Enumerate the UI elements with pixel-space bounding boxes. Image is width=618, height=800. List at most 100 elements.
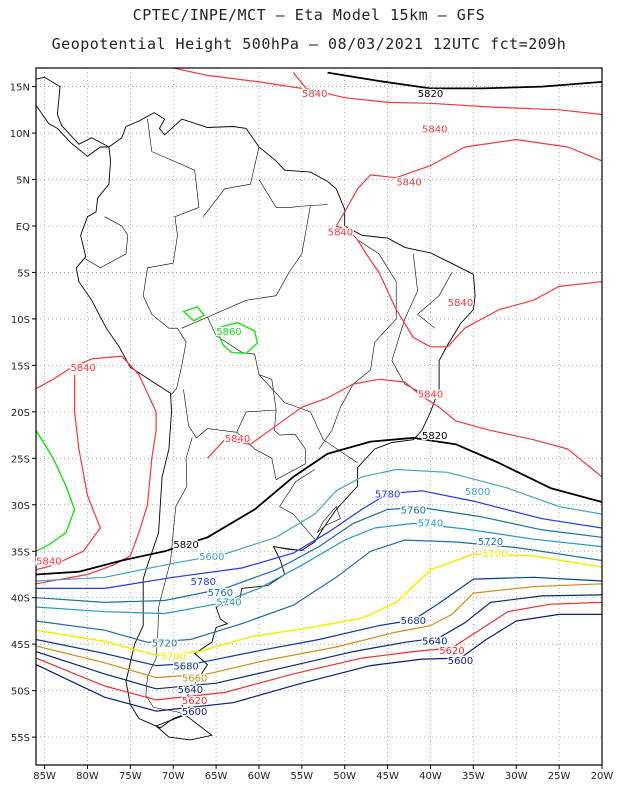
contour-label: 5840 bbox=[396, 177, 421, 188]
country-border bbox=[279, 469, 315, 540]
graticule-grid bbox=[36, 68, 603, 765]
contour-label: 5760 bbox=[208, 588, 233, 599]
lon-tick-label: 75W bbox=[119, 771, 142, 782]
contour-line-5800 bbox=[36, 468, 602, 582]
country-border bbox=[271, 409, 306, 481]
contour-label: 5840 bbox=[302, 89, 327, 100]
contour-label: 5600 bbox=[448, 656, 473, 667]
lat-tick-label: 10N bbox=[10, 129, 30, 140]
country-border bbox=[147, 119, 200, 264]
country-border bbox=[142, 262, 187, 397]
lat-tick-label: 55S bbox=[11, 733, 30, 744]
contour-label: 5840 bbox=[418, 389, 443, 400]
contour-label: 5860 bbox=[216, 327, 241, 338]
country-border bbox=[318, 239, 397, 450]
contour-label: 5800 bbox=[465, 487, 490, 498]
tierra-del-fuego-outline bbox=[155, 714, 213, 741]
contour-label: 5840 bbox=[70, 363, 95, 374]
central-america-outline bbox=[36, 76, 110, 157]
lon-tick-label: 45W bbox=[376, 771, 399, 782]
lat-tick-label: 5S bbox=[17, 268, 30, 279]
contour-label: 5720 bbox=[152, 638, 177, 649]
lon-tick-label: 35W bbox=[462, 771, 485, 782]
lat-tick-label: 15N bbox=[10, 83, 30, 94]
contour-line-5840 bbox=[36, 355, 157, 585]
lat-tick-label: 20S bbox=[11, 408, 30, 419]
contour-label: 5700 bbox=[160, 651, 185, 662]
country-border bbox=[391, 253, 423, 394]
lat-tick-label: 45S bbox=[11, 640, 30, 651]
contour-label: 5700 bbox=[482, 549, 507, 560]
contour-line-5840 bbox=[292, 72, 602, 116]
lat-tick-label: 5N bbox=[16, 176, 30, 187]
contour-line-5740 bbox=[36, 522, 602, 615]
country-border bbox=[417, 272, 453, 329]
contour-label: 5760 bbox=[401, 505, 426, 516]
map-subtitle: Geopotential Height 500hPa – 08/03/2021 … bbox=[51, 35, 567, 53]
contour-label: 5820 bbox=[173, 540, 198, 551]
contour-label: 5820 bbox=[418, 89, 443, 100]
map-frame bbox=[35, 67, 603, 766]
country-border bbox=[258, 374, 358, 464]
country-border bbox=[181, 316, 277, 411]
contour-line-5620 bbox=[36, 601, 602, 701]
lon-tick-label: 30W bbox=[505, 771, 528, 782]
contour-line-5840 bbox=[335, 139, 602, 348]
contour-labels: 5840 5820 5840 5840 5840 5840 5860 5840 5840 5840… bbox=[35, 88, 509, 720]
lat-tick-label: 25S bbox=[11, 454, 30, 465]
contour-line-5760 bbox=[36, 507, 602, 603]
contour-label: 5840 bbox=[36, 557, 61, 568]
lat-tick-label: 15S bbox=[11, 361, 30, 372]
contour-line-5660 bbox=[36, 583, 602, 679]
lat-tick-label: 30S bbox=[11, 501, 30, 512]
contour-label: 5640 bbox=[422, 636, 447, 647]
contour-label: 5780 bbox=[375, 490, 400, 501]
contour-label: 5620 bbox=[182, 696, 207, 707]
estuary-outline bbox=[273, 546, 304, 551]
coastlines-borders bbox=[36, 76, 476, 741]
country-border bbox=[183, 389, 277, 439]
contour-label: 5740 bbox=[418, 518, 443, 529]
contour-label: 5660 bbox=[182, 674, 207, 685]
lat-tick-label: 50S bbox=[11, 687, 30, 698]
contour-line-5860 bbox=[182, 305, 206, 322]
contour-line-5780 bbox=[36, 490, 602, 589]
contour-line-5820 bbox=[327, 71, 602, 90]
contour-line-5640 bbox=[36, 594, 602, 690]
lon-tick-label: 50W bbox=[333, 771, 356, 782]
contour-label: 5600 bbox=[182, 707, 207, 718]
height-contours bbox=[36, 68, 602, 712]
lon-tick-label: 80W bbox=[76, 771, 99, 782]
lat-tick-label: 10S bbox=[11, 315, 30, 326]
lat-tick-label: 35S bbox=[11, 547, 30, 558]
contour-line-5840 bbox=[207, 378, 602, 478]
country-border bbox=[258, 179, 328, 208]
lon-tick-label: 25W bbox=[548, 771, 571, 782]
lat-tick-label: 40S bbox=[11, 594, 30, 605]
contour-label: 5820 bbox=[422, 431, 447, 442]
country-border bbox=[202, 146, 260, 217]
contour-line-5680 bbox=[36, 576, 602, 667]
lat-tick-label: EQ bbox=[16, 222, 30, 233]
country-border bbox=[236, 432, 272, 459]
contour-line-5820 bbox=[36, 437, 602, 576]
lon-tick-label: 40W bbox=[419, 771, 442, 782]
contour-line-5860 bbox=[215, 321, 259, 355]
lon-tick-label: 60W bbox=[248, 771, 271, 782]
contour-line-5720 bbox=[36, 539, 602, 643]
contour-label: 5680 bbox=[173, 662, 198, 673]
contour-line-5840 bbox=[36, 374, 101, 571]
country-border bbox=[84, 216, 129, 269]
country-border bbox=[207, 205, 311, 318]
lon-tick-label: 65W bbox=[205, 771, 228, 782]
contour-label: 5840 bbox=[422, 124, 447, 135]
continent-outline bbox=[75, 112, 476, 729]
lon-tick-label: 55W bbox=[291, 771, 314, 782]
contour-label: 5840 bbox=[225, 434, 250, 445]
map-title: CPTEC/INPE/MCT – Eta Model 15km – GFS bbox=[132, 6, 486, 24]
contour-label: 5720 bbox=[478, 537, 503, 548]
axis-ticks: 15N 10N 5N EQ 5S 10S 15S 20S 25S 30S 35S 40S 45S 50S 5… bbox=[10, 83, 614, 782]
contour-label: 5640 bbox=[178, 685, 203, 696]
contour-label: 5620 bbox=[439, 646, 464, 657]
